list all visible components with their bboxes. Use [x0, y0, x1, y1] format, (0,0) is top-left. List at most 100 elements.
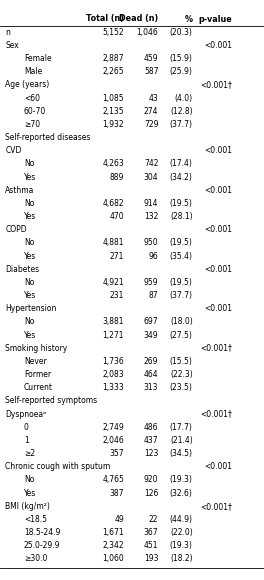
Text: 742: 742 [144, 160, 158, 168]
Text: No: No [24, 317, 34, 327]
Text: 486: 486 [144, 423, 158, 432]
Text: No: No [24, 160, 34, 168]
Text: 5,152: 5,152 [102, 28, 124, 37]
Text: (34.2): (34.2) [170, 172, 193, 182]
Text: COPD: COPD [5, 225, 27, 234]
Text: (15.9): (15.9) [170, 54, 193, 63]
Text: 387: 387 [110, 488, 124, 498]
Text: Diabetes: Diabetes [5, 264, 39, 274]
Text: 96: 96 [149, 252, 158, 260]
Text: <18.5: <18.5 [24, 515, 47, 524]
Text: 60-70: 60-70 [24, 107, 46, 115]
Text: 1,046: 1,046 [137, 28, 158, 37]
Text: <0.001: <0.001 [204, 146, 232, 155]
Text: (44.9): (44.9) [170, 515, 193, 524]
Text: Yes: Yes [24, 212, 36, 221]
Text: 470: 470 [110, 212, 124, 221]
Text: (4.0): (4.0) [175, 93, 193, 103]
Text: 87: 87 [149, 291, 158, 300]
Text: 914: 914 [144, 199, 158, 208]
Text: (21.4): (21.4) [170, 436, 193, 445]
Text: Never: Never [24, 357, 46, 366]
Text: (27.5): (27.5) [170, 331, 193, 339]
Text: ≥30.0: ≥30.0 [24, 554, 47, 563]
Text: 3,881: 3,881 [103, 317, 124, 327]
Text: 1,671: 1,671 [102, 528, 124, 537]
Text: Self-reported diseases: Self-reported diseases [5, 133, 91, 142]
Text: (22.3): (22.3) [170, 370, 193, 379]
Text: (32.6): (32.6) [170, 488, 193, 498]
Text: (34.5): (34.5) [170, 449, 193, 458]
Text: (20.3): (20.3) [170, 28, 193, 37]
Text: 2,135: 2,135 [102, 107, 124, 115]
Text: 4,765: 4,765 [102, 476, 124, 484]
Text: 920: 920 [144, 476, 158, 484]
Text: (19.3): (19.3) [170, 476, 193, 484]
Text: Dyspnoeaᵃ: Dyspnoeaᵃ [5, 409, 46, 419]
Text: (22.0): (22.0) [170, 528, 193, 537]
Text: Male: Male [24, 67, 42, 76]
Text: 1,085: 1,085 [102, 93, 124, 103]
Text: %: % [185, 14, 193, 24]
Text: <0.001: <0.001 [204, 264, 232, 274]
Text: 22: 22 [149, 515, 158, 524]
Text: <0.001: <0.001 [204, 225, 232, 234]
Text: Dead (n): Dead (n) [119, 14, 158, 24]
Text: Smoking history: Smoking history [5, 344, 68, 353]
Text: No: No [24, 476, 34, 484]
Text: 2,265: 2,265 [102, 67, 124, 76]
Text: 4,881: 4,881 [103, 238, 124, 248]
Text: (12.8): (12.8) [170, 107, 193, 115]
Text: 959: 959 [144, 278, 158, 287]
Text: (18.0): (18.0) [170, 317, 193, 327]
Text: 4,682: 4,682 [102, 199, 124, 208]
Text: (19.5): (19.5) [170, 238, 193, 248]
Text: 2,046: 2,046 [102, 436, 124, 445]
Text: (15.5): (15.5) [170, 357, 193, 366]
Text: CVD: CVD [5, 146, 22, 155]
Text: Yes: Yes [24, 331, 36, 339]
Text: 25.0-29.9: 25.0-29.9 [24, 541, 60, 550]
Text: 271: 271 [110, 252, 124, 260]
Text: 459: 459 [144, 54, 158, 63]
Text: 123: 123 [144, 449, 158, 458]
Text: 2,083: 2,083 [102, 370, 124, 379]
Text: 697: 697 [144, 317, 158, 327]
Text: 193: 193 [144, 554, 158, 563]
Text: Yes: Yes [24, 252, 36, 260]
Text: 349: 349 [144, 331, 158, 339]
Text: 1: 1 [24, 436, 29, 445]
Text: (28.1): (28.1) [170, 212, 193, 221]
Text: No: No [24, 278, 34, 287]
Text: 313: 313 [144, 383, 158, 392]
Text: Sex: Sex [5, 41, 19, 50]
Text: <0.001: <0.001 [204, 304, 232, 313]
Text: 587: 587 [144, 67, 158, 76]
Text: 367: 367 [144, 528, 158, 537]
Text: <0.001†: <0.001† [200, 502, 232, 511]
Text: Chronic cough with sputum: Chronic cough with sputum [5, 462, 111, 472]
Text: (37.7): (37.7) [170, 120, 193, 129]
Text: 464: 464 [144, 370, 158, 379]
Text: 357: 357 [110, 449, 124, 458]
Text: ≥70: ≥70 [24, 120, 40, 129]
Text: ≥2: ≥2 [24, 449, 35, 458]
Text: 1,333: 1,333 [102, 383, 124, 392]
Text: No: No [24, 238, 34, 248]
Text: (19.3): (19.3) [170, 541, 193, 550]
Text: No: No [24, 199, 34, 208]
Text: n: n [5, 28, 10, 37]
Text: Yes: Yes [24, 291, 36, 300]
Text: <0.001: <0.001 [204, 462, 232, 472]
Text: <0.001: <0.001 [204, 186, 232, 195]
Text: p-value: p-value [199, 14, 232, 24]
Text: 269: 269 [144, 357, 158, 366]
Text: 1,060: 1,060 [102, 554, 124, 563]
Text: 889: 889 [110, 172, 124, 182]
Text: 451: 451 [144, 541, 158, 550]
Text: (19.5): (19.5) [170, 199, 193, 208]
Text: 1,271: 1,271 [103, 331, 124, 339]
Text: 274: 274 [144, 107, 158, 115]
Text: Asthma: Asthma [5, 186, 35, 195]
Text: (17.7): (17.7) [170, 423, 193, 432]
